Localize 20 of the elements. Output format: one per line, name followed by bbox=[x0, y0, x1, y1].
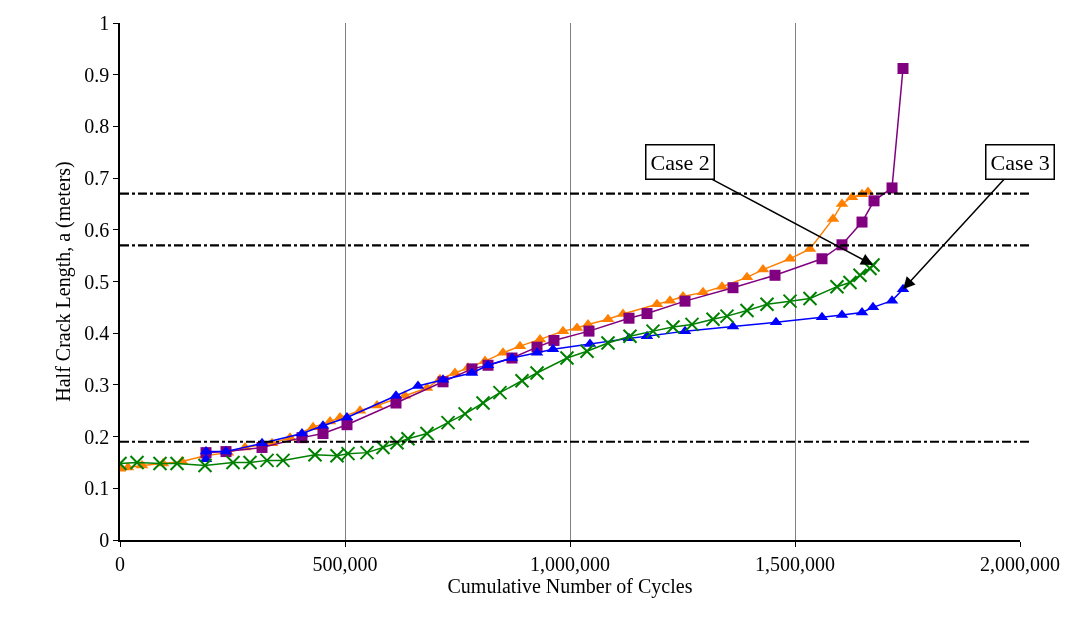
x-tick-label: 2,000,000 bbox=[980, 552, 1060, 575]
y-tick-label: 0.2 bbox=[84, 425, 110, 448]
y-tick-label: 0.9 bbox=[84, 63, 110, 86]
annotation: Case 3 bbox=[990, 149, 1050, 175]
y-tick-label: 0.1 bbox=[84, 477, 110, 500]
x-tick-label: 1,500,000 bbox=[755, 552, 835, 575]
y-tick-label: 0.8 bbox=[84, 115, 110, 138]
y-axis-title: Half Crack Length, a (meters) bbox=[52, 161, 76, 402]
y-tick-label: 1 bbox=[99, 12, 110, 34]
x-tick-label: 1,000,000 bbox=[530, 552, 610, 575]
y-tick-label: 0 bbox=[99, 529, 110, 551]
y-tick-label: 0.4 bbox=[84, 322, 110, 345]
y-tick-label: 0.5 bbox=[84, 270, 110, 293]
x-tick-label: 500,000 bbox=[312, 552, 378, 575]
x-axis-title: Cumulative Number of Cycles bbox=[447, 574, 693, 598]
y-tick-label: 0.7 bbox=[84, 167, 110, 190]
x-tick-label: 0 bbox=[115, 552, 125, 575]
annotation: Case 2 bbox=[650, 149, 710, 175]
y-tick-label: 0.3 bbox=[84, 373, 110, 396]
y-tick-label: 0.6 bbox=[84, 218, 110, 241]
